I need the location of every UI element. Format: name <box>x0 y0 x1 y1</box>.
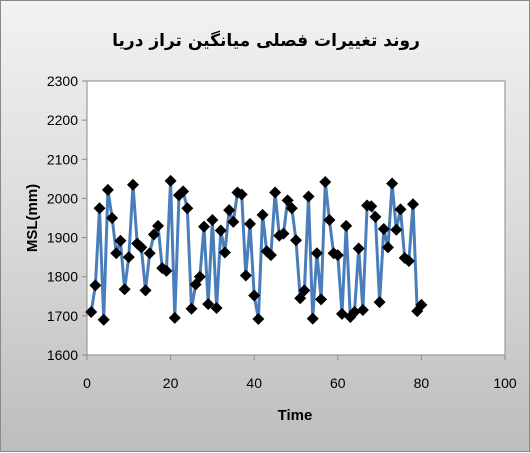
data-point <box>177 185 190 198</box>
x-tick-label: 60 <box>330 375 346 391</box>
data-point <box>264 249 277 262</box>
data-point <box>323 213 336 226</box>
data-point <box>202 298 215 311</box>
data-point <box>356 303 369 316</box>
x-tick-label: 0 <box>83 375 91 391</box>
data-point <box>168 311 181 324</box>
chart-title: روند تغییرات فصلی میانگین تراز دریا <box>112 30 420 51</box>
data-point <box>223 204 236 217</box>
data-point <box>415 298 428 311</box>
data-point <box>185 302 198 315</box>
y-tick-label: 1600 <box>47 347 78 363</box>
data-point <box>285 202 298 215</box>
data-point <box>160 264 173 277</box>
data-point <box>206 213 219 226</box>
data-point <box>214 224 227 237</box>
x-axis-title: Time <box>278 407 313 424</box>
data-point <box>306 312 319 325</box>
data-point <box>252 312 265 325</box>
data-point <box>348 305 361 318</box>
data-point <box>239 269 252 282</box>
data-point <box>244 217 257 230</box>
y-axis-title: MSL(mm) <box>24 184 41 252</box>
data-point <box>89 279 102 292</box>
data-point <box>394 203 407 216</box>
data-point <box>377 222 390 235</box>
data-point <box>248 289 261 302</box>
data-point <box>122 251 135 264</box>
x-tick-label: 80 <box>414 375 430 391</box>
y-axis: 1600 1700 1800 1900 2000 2100 2200 2300 <box>47 73 87 363</box>
data-point <box>269 186 282 199</box>
data-point <box>352 242 365 255</box>
data-point <box>198 220 211 233</box>
data-point <box>93 202 106 215</box>
data-point <box>290 234 302 247</box>
y-tick-label: 1800 <box>47 269 78 285</box>
data-point <box>340 219 353 232</box>
data-point <box>281 194 294 207</box>
data-point <box>210 302 223 315</box>
data-point <box>315 293 328 306</box>
data-point <box>143 247 156 260</box>
data-point <box>101 183 114 196</box>
data-point <box>110 247 123 260</box>
y-tick-label: 1900 <box>47 230 78 246</box>
data-point <box>85 305 98 318</box>
data-point <box>256 208 269 221</box>
x-tick-label: 20 <box>163 375 179 391</box>
y-tick-label: 2100 <box>47 151 78 167</box>
data-point <box>373 296 386 309</box>
data-point <box>97 313 110 326</box>
data-point <box>365 200 378 213</box>
series-line <box>89 179 423 322</box>
data-point <box>310 247 323 260</box>
data-point <box>369 210 382 223</box>
data-point <box>407 198 420 211</box>
data-point <box>114 234 127 247</box>
data-point <box>106 212 119 224</box>
data-point <box>402 255 415 268</box>
data-point <box>298 284 311 297</box>
data-point <box>302 190 315 203</box>
data-point <box>126 178 139 191</box>
data-point <box>381 241 394 254</box>
y-tick-label: 2000 <box>47 190 78 206</box>
data-point <box>386 177 399 190</box>
data-point <box>227 215 240 228</box>
data-point <box>181 202 194 215</box>
data-point <box>331 249 344 262</box>
x-tick-label: 100 <box>493 375 517 391</box>
data-point <box>139 284 152 297</box>
data-point <box>277 227 290 240</box>
data-point <box>235 188 248 201</box>
data-point <box>152 219 165 232</box>
x-axis: 0 20 40 60 80 100 <box>83 355 517 391</box>
data-point <box>218 246 231 259</box>
data-point <box>193 270 206 283</box>
y-tick-label: 1700 <box>47 308 78 324</box>
data-point <box>164 174 177 187</box>
y-tick-label: 2300 <box>47 73 78 89</box>
data-point <box>294 292 307 305</box>
data-point <box>118 283 131 296</box>
series-markers <box>85 174 428 326</box>
data-point <box>147 228 160 241</box>
data-point <box>319 175 332 188</box>
data-point <box>390 223 403 236</box>
x-tick-label: 40 <box>246 375 262 391</box>
y-tick-label: 2200 <box>47 112 78 128</box>
data-point <box>135 241 148 254</box>
data-point <box>189 278 202 291</box>
plot-area <box>86 80 506 356</box>
